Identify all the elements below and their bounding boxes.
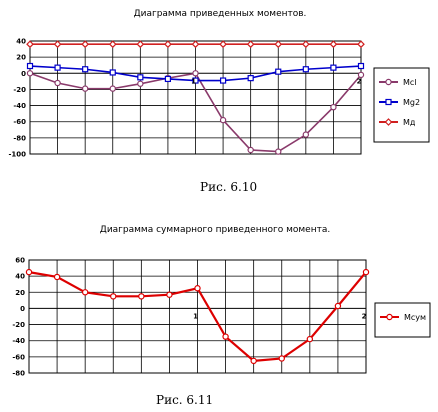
plot-frame bbox=[28, 259, 367, 374]
y-tick-label: 20 bbox=[16, 54, 26, 62]
data-point bbox=[136, 40, 145, 49]
data-point bbox=[164, 40, 172, 49]
data-point bbox=[25, 268, 33, 276]
data-point bbox=[302, 66, 309, 73]
data-point bbox=[166, 291, 173, 298]
data-point bbox=[54, 64, 61, 71]
data-point bbox=[192, 77, 199, 84]
data-point bbox=[329, 40, 338, 49]
legend-marker bbox=[385, 78, 392, 86]
data-point bbox=[302, 131, 310, 138]
data-point bbox=[194, 285, 201, 292]
data-point bbox=[330, 64, 337, 71]
position-marker: 1 bbox=[191, 77, 196, 85]
y-tick-label: -40 bbox=[12, 337, 25, 345]
data-point bbox=[278, 355, 285, 362]
data-point bbox=[53, 40, 62, 49]
data-point bbox=[357, 62, 365, 70]
data-point bbox=[109, 85, 116, 92]
data-point bbox=[109, 69, 116, 76]
data-point bbox=[219, 77, 227, 84]
data-point bbox=[222, 333, 229, 340]
data-point bbox=[191, 40, 200, 49]
y-tick-label: -80 bbox=[13, 134, 26, 142]
data-point bbox=[108, 40, 117, 49]
position-marker: 1 bbox=[193, 312, 198, 320]
position-marker: 2 bbox=[362, 312, 367, 320]
data-point bbox=[219, 40, 227, 49]
legend-box bbox=[373, 67, 430, 143]
data-point bbox=[274, 40, 283, 49]
y-tick-label: 20 bbox=[15, 289, 25, 297]
legend-marker bbox=[386, 313, 393, 321]
data-point bbox=[81, 85, 89, 92]
data-point bbox=[110, 293, 117, 300]
data-point bbox=[247, 146, 254, 154]
data-point bbox=[275, 148, 282, 155]
data-point bbox=[137, 74, 144, 81]
data-point bbox=[357, 40, 365, 49]
y-tick-label: 60 bbox=[15, 257, 25, 265]
data-point bbox=[192, 70, 199, 77]
moments-chart: Диаграмма приведенных моментов. 40 20 0 -20 -… bbox=[8, 9, 430, 194]
y-tick-label: -20 bbox=[13, 86, 26, 94]
legend-marker bbox=[384, 118, 393, 126]
data-point bbox=[81, 40, 90, 49]
data-point bbox=[247, 75, 254, 82]
data-point bbox=[54, 79, 61, 87]
data-point bbox=[164, 75, 172, 83]
data-point bbox=[26, 70, 34, 77]
total-moment-chart: Диаграмма суммарного приведенного момент… bbox=[12, 225, 431, 407]
chart-title: Диаграмма суммарного приведенного момент… bbox=[100, 225, 330, 235]
legend-label: Mcl bbox=[403, 78, 417, 87]
y-tick-label: 40 bbox=[16, 38, 26, 46]
y-tick-label: -40 bbox=[13, 102, 26, 110]
position-marker: 2 bbox=[357, 77, 362, 85]
legend-label: Мд bbox=[403, 118, 416, 127]
legend-label: Mсум bbox=[404, 313, 426, 322]
y-tick-label: -60 bbox=[12, 353, 25, 361]
data-point bbox=[246, 40, 255, 49]
figure-caption: Рис. 6.11 bbox=[156, 393, 213, 407]
data-point bbox=[275, 68, 282, 75]
data-point bbox=[53, 273, 61, 281]
data-point bbox=[330, 103, 337, 111]
data-point bbox=[26, 40, 34, 49]
data-point bbox=[334, 302, 342, 310]
data-point bbox=[138, 293, 145, 300]
chart-title: Диаграмма приведенных моментов. bbox=[134, 9, 307, 19]
data-point bbox=[357, 71, 365, 79]
y-tick-label: -20 bbox=[12, 321, 25, 329]
y-tick-label: 0 bbox=[21, 70, 26, 78]
data-point bbox=[250, 357, 257, 365]
y-tick-label: 0 bbox=[20, 305, 25, 313]
legend-box bbox=[374, 302, 431, 338]
data-point bbox=[26, 62, 34, 70]
legend-marker bbox=[385, 98, 392, 106]
data-point bbox=[306, 335, 314, 343]
legend-label: Mg2 bbox=[403, 98, 420, 107]
y-tick-label: -100 bbox=[8, 151, 26, 159]
data-point bbox=[301, 40, 310, 49]
y-tick-label: 40 bbox=[15, 273, 25, 281]
y-tick-label: -60 bbox=[13, 118, 26, 126]
data-point bbox=[82, 66, 89, 73]
data-point bbox=[137, 80, 144, 87]
data-point bbox=[81, 289, 89, 296]
data-point bbox=[362, 268, 370, 276]
y-tick-label: -80 bbox=[12, 370, 25, 378]
figure-caption: Рис. 6.10 bbox=[200, 180, 257, 194]
data-point bbox=[219, 116, 227, 124]
